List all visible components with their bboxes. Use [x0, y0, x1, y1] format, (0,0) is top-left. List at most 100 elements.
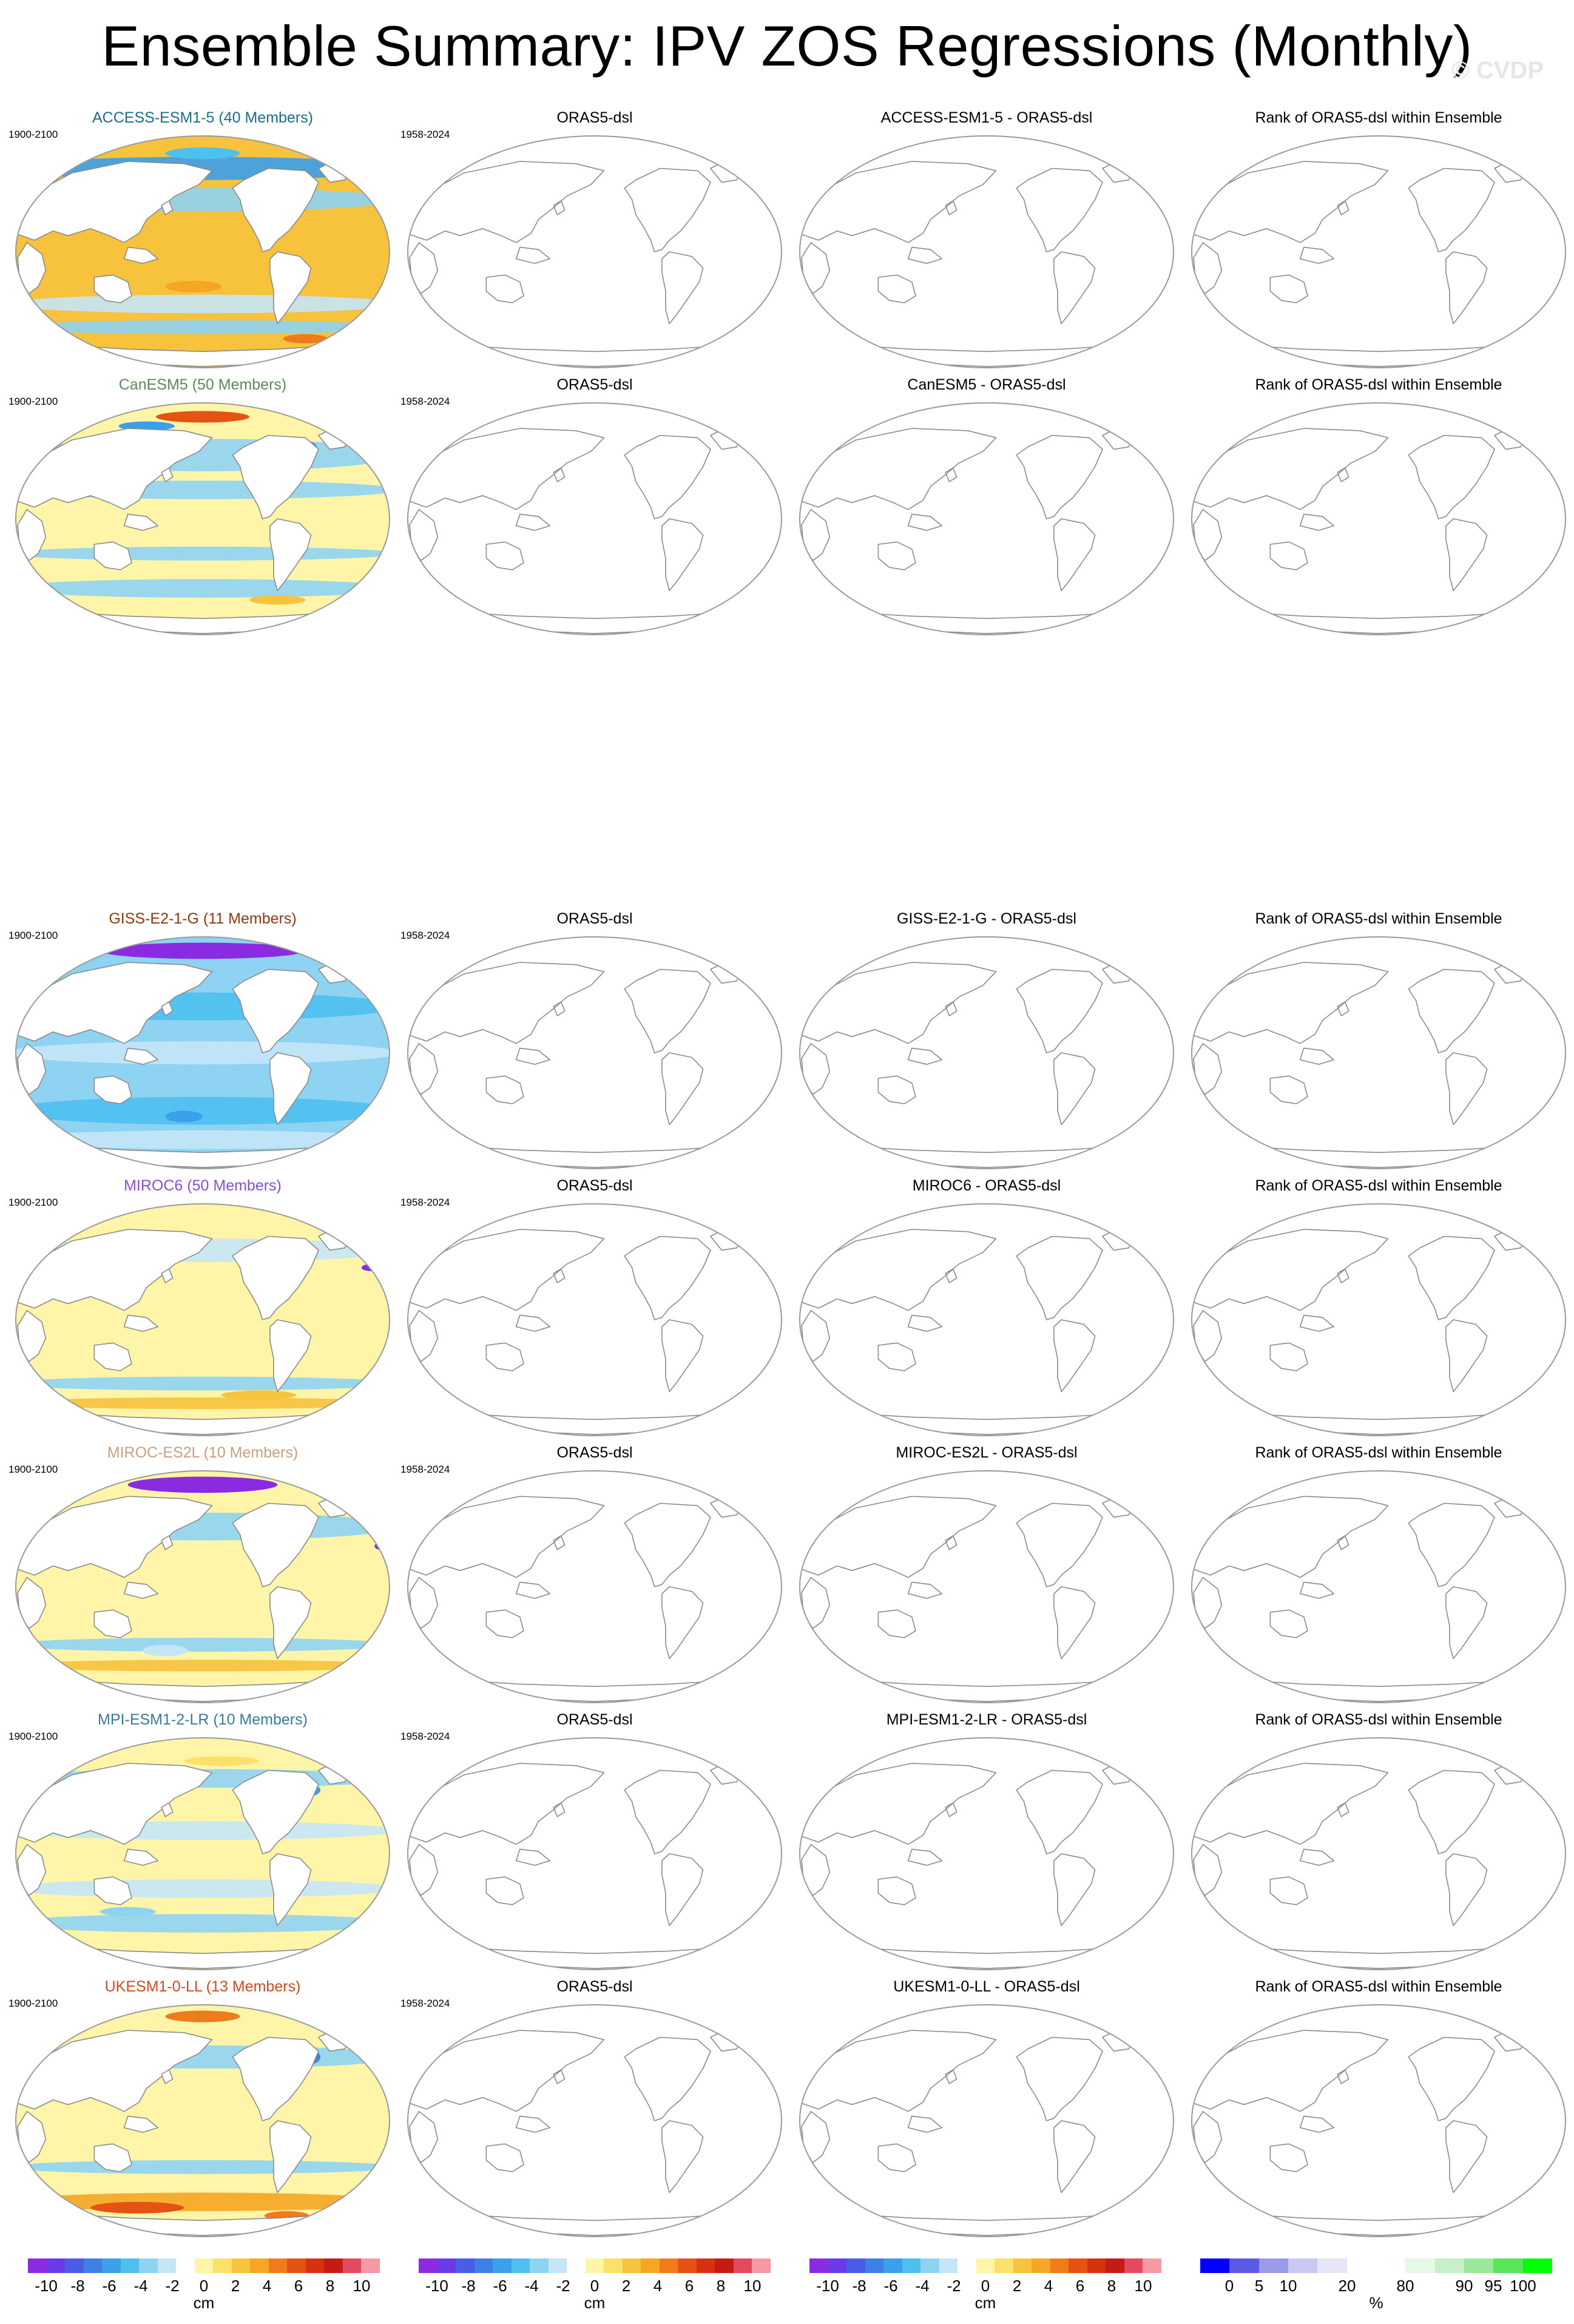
diff-r7-land-north-america	[1016, 2036, 1103, 2121]
diff-r7-land-eurasia	[801, 2030, 997, 2112]
rank-r4-land-eurasia	[1193, 1229, 1389, 1311]
period-label: 1900-2100	[8, 396, 58, 407]
colorbar-swatch	[1200, 2258, 1230, 2273]
obs-r2-land-eurasia	[409, 428, 605, 510]
colorbar-tick-label: -8	[852, 2277, 866, 2295]
colorbar-tick-label: 0	[981, 2277, 990, 2295]
rank-r6-land-eurasia	[1193, 1763, 1389, 1845]
colorbar-swatch	[120, 2258, 140, 2273]
model-r7-land-japan	[161, 2069, 174, 2084]
period-label: 1900-2100	[8, 1197, 58, 1208]
diff-title: CanESM5 - ORAS5-dsl	[907, 376, 1066, 393]
colorbar-swatch	[213, 2258, 232, 2273]
model-map	[15, 1203, 390, 1436]
colorbar-swatch	[28, 2258, 47, 2273]
colorbar-swatch	[1522, 2258, 1553, 2273]
panel-diff-row6: MPI-ESM1-2-LR - ORAS5-dsl	[792, 1711, 1181, 1972]
colorbar-swatch	[715, 2258, 734, 2273]
colorbar-tick-label: 8	[716, 2277, 726, 2295]
rank-map	[1191, 2004, 1566, 2237]
panel-model-row4: MIROC6 (50 Members) 1900-2100	[8, 1177, 397, 1438]
colorbar-swatch	[1013, 2258, 1032, 2273]
colorbar-tick-label: 4	[653, 2277, 663, 2295]
diff-r5-land-australia	[877, 1609, 916, 1638]
colorbar-tick-label: 6	[684, 2277, 694, 2295]
model-map	[15, 2004, 390, 2237]
period-label: 1900-2100	[8, 1998, 58, 2009]
colorbar-swatch	[231, 2258, 251, 2273]
diff-r2-land-japan	[945, 467, 958, 482]
model-r1-map-border	[15, 135, 390, 368]
rank-r5-land-north-america	[1408, 1502, 1495, 1587]
model-r3-anomaly-0	[100, 942, 306, 959]
period-label: 1958-2024	[400, 129, 450, 140]
colorbar-tick-label: -10	[35, 2277, 58, 2295]
colorbar-swatch	[1069, 2258, 1088, 2273]
diff-r6-land-eurasia	[801, 1763, 997, 1845]
colorbar-swatch	[733, 2258, 752, 2273]
model-r5-land-eurasia	[17, 1496, 213, 1578]
colorbar-swatch	[102, 2258, 121, 2273]
watermark: © CVDP	[1451, 57, 1544, 84]
model-title: UKESM1-0-LL (13 Members)	[104, 1978, 301, 1995]
colorbar-tick-label: 4	[1044, 2277, 1053, 2295]
period-label: 1958-2024	[400, 396, 450, 407]
rank-r6-land-south-america	[1445, 1853, 1488, 1927]
colorbar-1: -10 -8 -6 -4 -2 0 2 4 6 8 10 cm	[28, 2258, 380, 2319]
colorbar-swatch	[1376, 2258, 1406, 2273]
diff-r1-land-indonesia	[907, 246, 942, 264]
rank-r4-land-north-america	[1408, 1235, 1495, 1320]
colorbar-swatch	[939, 2258, 958, 2273]
model-r4-band-1	[16, 1376, 390, 1391]
model-r4-band-2	[16, 1397, 390, 1410]
model-r5-band-3	[16, 1660, 390, 1672]
model-r7-map-border	[15, 2004, 390, 2237]
colorbar-swatch	[194, 2258, 214, 2273]
panel-diff-row7: UKESM1-0-LL - ORAS5-dsl	[792, 1978, 1181, 2239]
rank-r7-land-indonesia	[1299, 2115, 1334, 2133]
rank-r2-map-border	[1191, 402, 1566, 635]
diff-r4-map-border	[799, 1203, 1174, 1436]
diff-r4-land-south-america	[1053, 1319, 1096, 1393]
rank-r5-land-japan	[1337, 1535, 1349, 1550]
colorbar-tick-label: 100	[1510, 2277, 1536, 2295]
model-r5-land-indonesia	[123, 1581, 158, 1599]
obs-r1-land-australia	[485, 274, 524, 303]
rank-r7-land-south-america	[1445, 2120, 1488, 2194]
obs-r7-land-japan	[553, 2069, 566, 2084]
diff-r2-land-south-america	[1053, 518, 1096, 592]
model-r1-band-3	[16, 320, 390, 334]
obs-map	[407, 1470, 782, 1703]
diff-r4-land-africa	[801, 1309, 831, 1362]
obs-title: ORAS5-dsl	[556, 376, 633, 393]
colorbar-swatch	[46, 2258, 66, 2273]
rank-r6-land-africa	[1193, 1843, 1223, 1896]
colorbar-swatch	[176, 2258, 195, 2273]
rank-map	[1191, 402, 1566, 635]
period-label: 1958-2024	[400, 930, 450, 941]
period-label: 1958-2024	[400, 1197, 450, 1208]
model-r6-land-indonesia	[123, 1848, 158, 1866]
obs-r3-land-indonesia	[515, 1047, 550, 1065]
colorbar-tick-label: -6	[883, 2277, 898, 2295]
colorbar-swatch	[1258, 2258, 1289, 2273]
model-r2-map-border	[15, 402, 390, 635]
diff-r7-land-africa	[801, 2110, 831, 2163]
diff-r4-land-australia	[877, 1342, 916, 1371]
panel-obs-row1: ORAS5-dsl 1958-2024	[400, 109, 789, 370]
obs-r3-land-south-america	[661, 1052, 704, 1126]
model-r1-land-eurasia	[17, 161, 213, 243]
diff-r1-land-south-america	[1053, 251, 1096, 325]
model-r6-land-north-america	[232, 1769, 319, 1854]
model-r2-band-3	[16, 579, 390, 598]
colorbar-tick-label: 95	[1484, 2277, 1502, 2295]
obs-r5-land-eurasia	[409, 1496, 605, 1578]
obs-r7-land-south-america	[661, 2120, 704, 2194]
obs-r7-map-border	[407, 2004, 782, 2237]
obs-r4-land-japan	[553, 1268, 566, 1283]
colorbar-swatch	[976, 2258, 995, 2273]
model-r4-land-indonesia	[123, 1314, 158, 1332]
colorbar-swatch	[865, 2258, 884, 2273]
diff-r6-land-japan	[945, 1802, 958, 1817]
period-label: 1958-2024	[400, 1731, 450, 1742]
